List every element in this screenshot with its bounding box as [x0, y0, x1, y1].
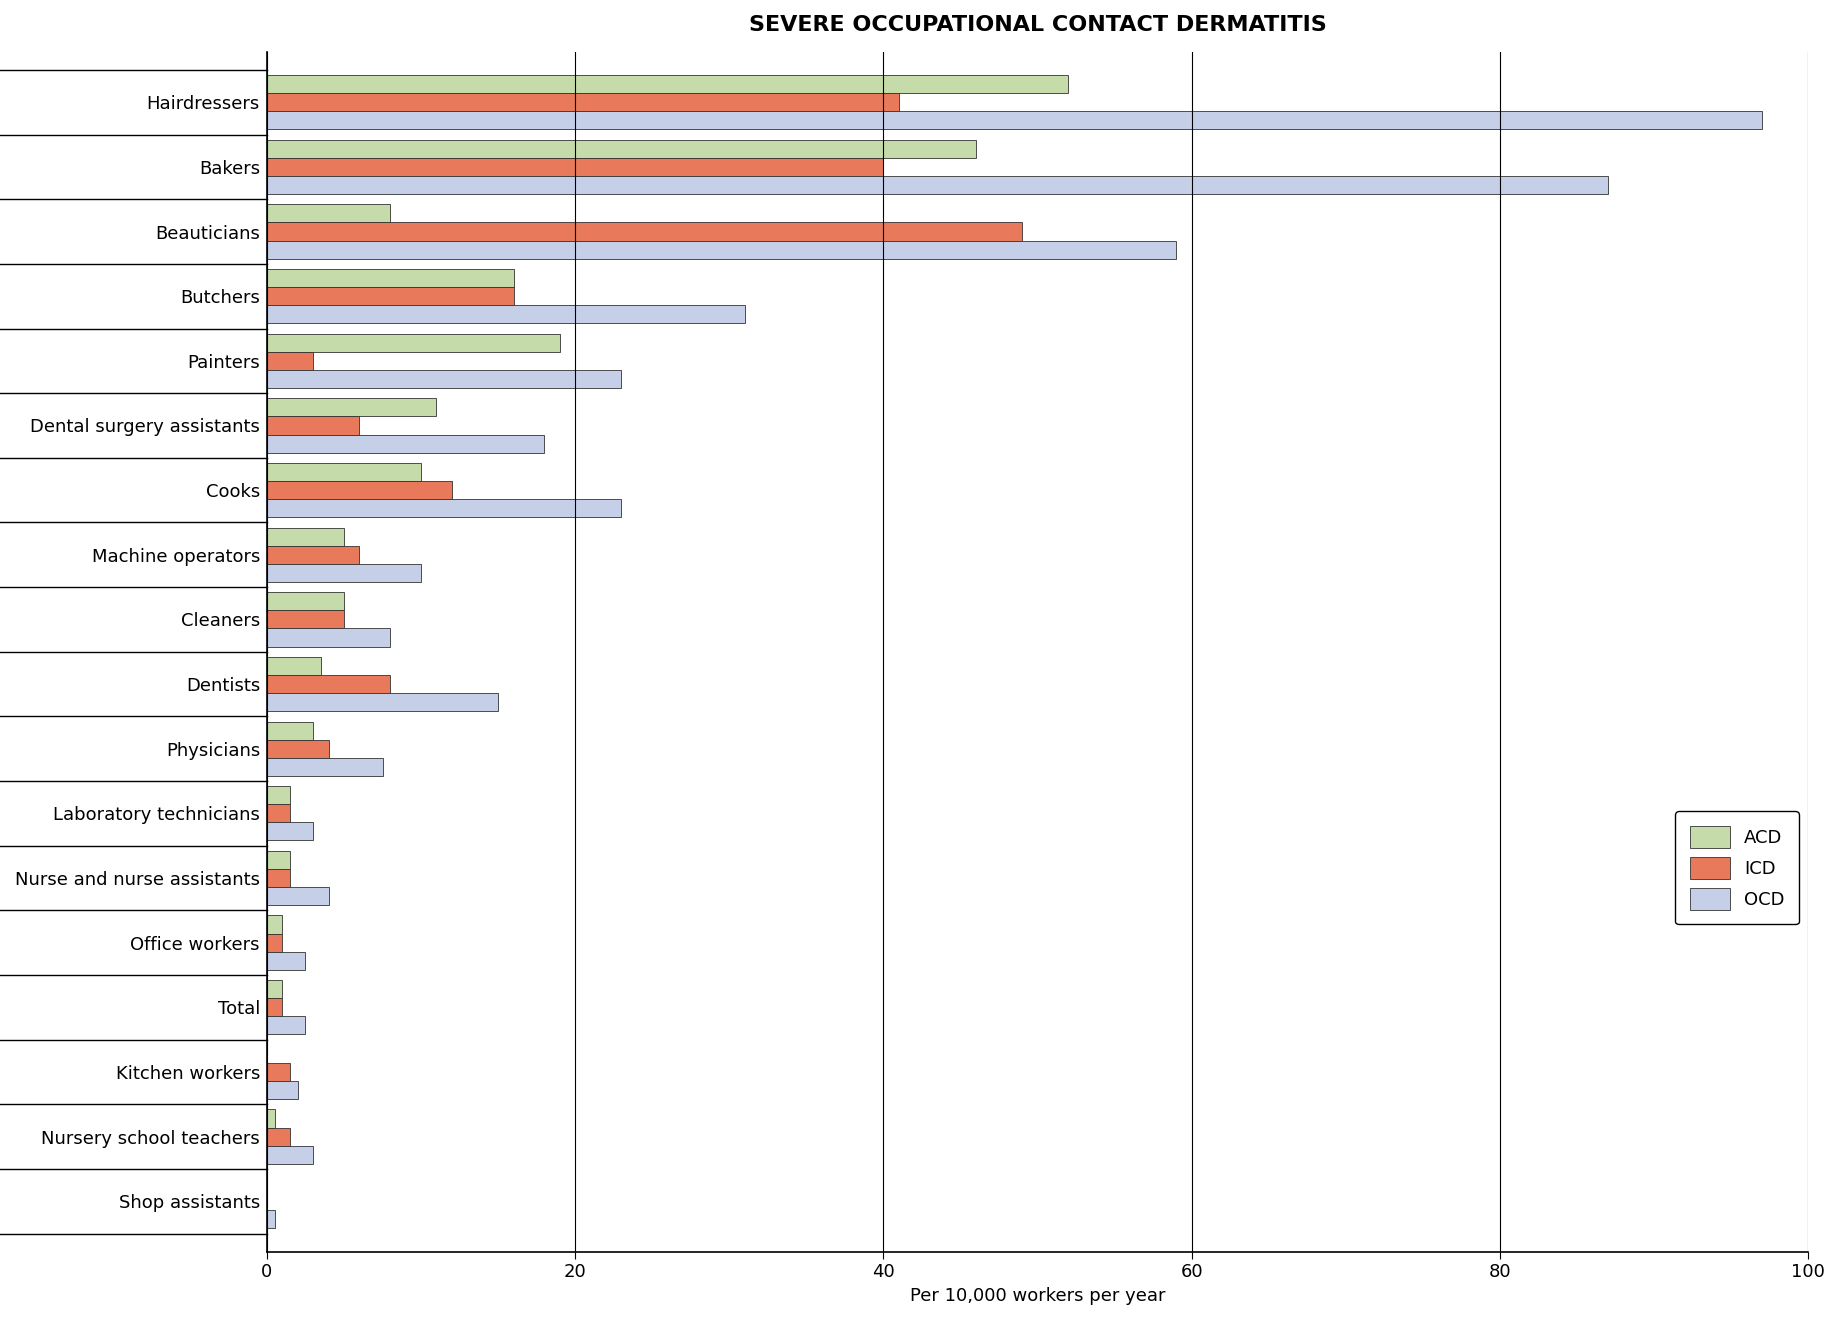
Bar	[267, 722, 313, 739]
Bar	[267, 822, 313, 841]
Bar	[267, 998, 281, 1016]
Bar	[267, 305, 745, 323]
Title: SEVERE OCCUPATIONAL CONTACT DERMATITIS: SEVERE OCCUPATIONAL CONTACT DERMATITIS	[748, 15, 1326, 36]
Bar	[267, 75, 1068, 94]
Bar	[267, 1081, 298, 1100]
Bar	[267, 628, 390, 647]
Bar	[267, 610, 344, 628]
Bar	[267, 952, 305, 970]
Bar	[267, 1146, 313, 1164]
Bar	[267, 787, 291, 804]
Bar	[267, 593, 344, 610]
Bar	[267, 528, 344, 545]
Bar	[267, 269, 513, 288]
Bar	[267, 434, 544, 453]
Bar	[267, 223, 1021, 240]
Bar	[267, 288, 513, 305]
Bar	[267, 205, 390, 223]
Bar	[267, 1109, 274, 1127]
Bar	[267, 564, 421, 582]
Bar	[267, 140, 975, 158]
Bar	[267, 416, 359, 434]
Bar	[267, 545, 359, 564]
Bar	[267, 370, 622, 388]
Bar	[267, 804, 291, 822]
Bar	[267, 675, 390, 693]
Bar	[267, 334, 559, 352]
Bar	[267, 657, 320, 675]
Bar	[267, 916, 281, 933]
Bar	[267, 158, 883, 176]
Bar	[267, 887, 329, 906]
Bar	[267, 399, 436, 416]
Bar	[267, 1127, 291, 1146]
Bar	[267, 176, 1607, 194]
Bar	[267, 1063, 291, 1081]
Legend: ACD, ICD, OCD: ACD, ICD, OCD	[1675, 812, 1799, 924]
Bar	[267, 758, 383, 776]
Bar	[267, 111, 1762, 129]
Bar	[267, 851, 291, 869]
Bar	[267, 933, 281, 952]
Bar	[267, 240, 1175, 259]
X-axis label: Per 10,000 workers per year: Per 10,000 workers per year	[908, 1287, 1164, 1305]
Bar	[267, 739, 329, 758]
Bar	[267, 1016, 305, 1035]
Bar	[267, 693, 498, 711]
Bar	[267, 480, 452, 499]
Bar	[267, 981, 281, 998]
Bar	[267, 94, 897, 111]
Bar	[267, 499, 622, 517]
Bar	[267, 352, 313, 370]
Bar	[267, 1210, 274, 1229]
Bar	[267, 463, 421, 480]
Bar	[267, 869, 291, 887]
